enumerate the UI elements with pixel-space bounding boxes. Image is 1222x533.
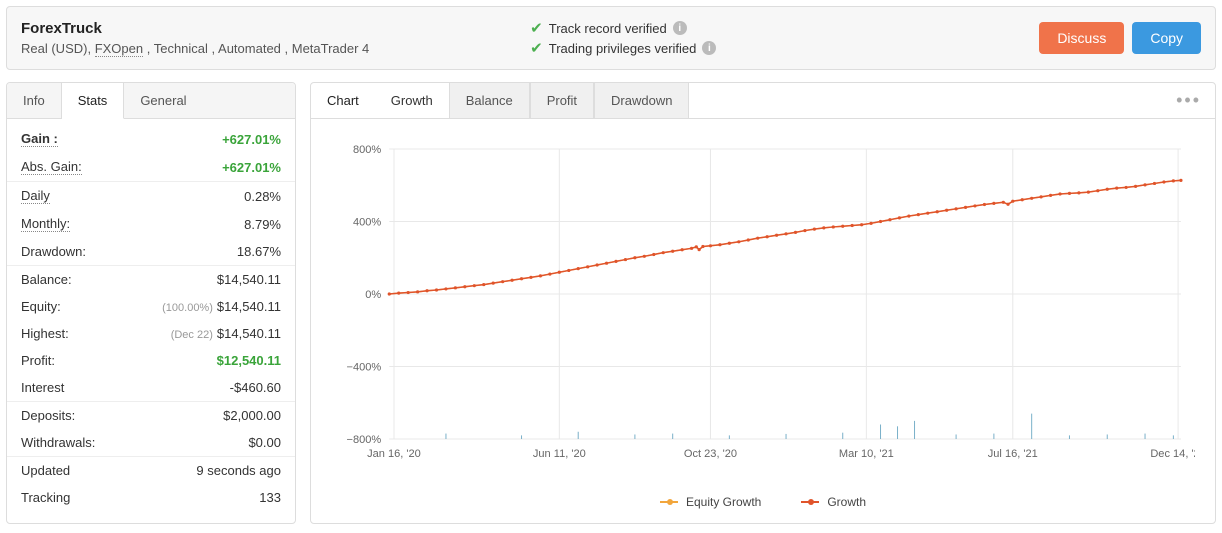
withdrawals-label: Withdrawals: xyxy=(21,435,95,450)
updated-label: Updated xyxy=(21,463,70,478)
legend-label: Growth xyxy=(827,495,866,509)
info-icon[interactable]: i xyxy=(702,41,716,55)
balance-value: $14,540.11 xyxy=(217,272,281,287)
withdrawals-value: $0.00 xyxy=(248,435,281,450)
chart-area: −800% −400% 0% 400% 800% Jan 16, '20 Jun 11, '… xyxy=(311,119,1215,489)
interest-value: -$460.60 xyxy=(230,380,281,395)
tab-general[interactable]: General xyxy=(124,83,202,118)
gain-label: Gain : xyxy=(21,131,58,147)
sub-suffix: , Technical , Automated , MetaTrader 4 xyxy=(143,41,369,56)
verify-text: Trading privileges verified xyxy=(549,41,697,56)
chart-more-icon[interactable]: ••• xyxy=(1162,90,1215,111)
chart-tab-profit[interactable]: Profit xyxy=(530,83,594,118)
highest-label: Highest: xyxy=(21,326,69,341)
stats-body: Gain : +627.01% Abs. Gain: +627.01% Dail… xyxy=(7,119,295,517)
broker-link[interactable]: FXOpen xyxy=(95,41,143,57)
monthly-value: 8.79% xyxy=(244,217,281,232)
svg-text:Jan 16, '20: Jan 16, '20 xyxy=(367,448,421,460)
daily-value: 0.28% xyxy=(244,189,281,204)
absgain-value: +627.01% xyxy=(222,160,281,175)
check-icon: ✔ xyxy=(530,19,543,37)
equity-pct: (100.00%) xyxy=(162,302,213,314)
verify-track-record: ✔ Track record verified i xyxy=(530,19,1039,37)
account-title: ForexTruck xyxy=(21,20,530,37)
svg-text:Dec 14, '21: Dec 14, '21 xyxy=(1150,448,1195,460)
chart-tabs-label: Chart xyxy=(311,83,375,118)
copy-button[interactable]: Copy xyxy=(1132,22,1201,54)
drawdown-value: 18.67% xyxy=(237,244,281,259)
monthly-label: Monthly: xyxy=(21,216,70,232)
updated-value: 9 seconds ago xyxy=(196,463,281,478)
legend-swatch-icon xyxy=(801,501,819,503)
deposits-label: Deposits: xyxy=(21,408,75,423)
svg-text:−400%: −400% xyxy=(347,362,382,374)
absgain-label: Abs. Gain: xyxy=(21,159,82,175)
check-icon: ✔ xyxy=(530,39,543,57)
tab-info[interactable]: Info xyxy=(7,83,62,118)
svg-text:400%: 400% xyxy=(353,217,381,229)
svg-text:0%: 0% xyxy=(365,289,381,301)
balance-label: Balance: xyxy=(21,272,72,287)
verify-text: Track record verified xyxy=(549,21,667,36)
chart-tab-balance[interactable]: Balance xyxy=(449,83,530,118)
svg-text:Mar 10, '21: Mar 10, '21 xyxy=(839,448,894,460)
highest-date: (Dec 22) xyxy=(171,329,213,341)
chart-panel: Chart Growth Balance Profit Drawdown •••… xyxy=(310,82,1216,524)
deposits-value: $2,000.00 xyxy=(223,408,281,423)
drawdown-label: Drawdown: xyxy=(21,244,86,259)
equity-value: (100.00%) $14,540.11 xyxy=(162,299,281,314)
chart-tabs: Chart Growth Balance Profit Drawdown ••• xyxy=(311,83,1215,119)
info-icon[interactable]: i xyxy=(673,21,687,35)
header-actions: Discuss Copy xyxy=(1039,22,1201,54)
highest-value: (Dec 22) $14,540.11 xyxy=(171,326,281,341)
growth-chart: −800% −400% 0% 400% 800% Jan 16, '20 Jun 11, '… xyxy=(331,139,1195,479)
tracking-label: Tracking xyxy=(21,490,70,505)
header-center: ✔ Track record verified i ✔ Trading priv… xyxy=(530,17,1039,59)
legend-growth: Growth xyxy=(801,495,866,509)
profit-label: Profit: xyxy=(21,353,55,368)
account-subtitle: Real (USD), FXOpen , Technical , Automat… xyxy=(21,41,530,56)
tracking-value: 133 xyxy=(259,490,281,505)
profit-value: $12,540.11 xyxy=(217,353,281,368)
stats-panel: Info Stats General Gain : +627.01% Abs. … xyxy=(6,82,296,524)
verify-trading-priv: ✔ Trading privileges verified i xyxy=(530,39,1039,57)
interest-label: Interest xyxy=(21,380,64,395)
svg-text:Oct 23, '20: Oct 23, '20 xyxy=(684,448,737,460)
stats-tabs: Info Stats General xyxy=(7,83,295,119)
chart-legend: Equity Growth Growth xyxy=(311,489,1215,523)
legend-label: Equity Growth xyxy=(686,495,761,509)
tab-stats[interactable]: Stats xyxy=(62,83,125,119)
equity-label: Equity: xyxy=(21,299,61,314)
discuss-button[interactable]: Discuss xyxy=(1039,22,1124,54)
page-header: ForexTruck Real (USD), FXOpen , Technica… xyxy=(6,6,1216,70)
chart-tab-growth[interactable]: Growth xyxy=(375,83,449,118)
svg-text:Jun 11, '20: Jun 11, '20 xyxy=(533,448,586,460)
gain-value: +627.01% xyxy=(222,132,281,147)
svg-text:−800%: −800% xyxy=(347,434,382,446)
main-layout: Info Stats General Gain : +627.01% Abs. … xyxy=(6,82,1216,524)
chart-tab-drawdown[interactable]: Drawdown xyxy=(594,83,689,118)
legend-swatch-icon xyxy=(660,501,678,503)
svg-text:800%: 800% xyxy=(353,144,381,156)
sub-prefix: Real (USD), xyxy=(21,41,95,56)
daily-label: Daily xyxy=(21,188,50,204)
legend-equity-growth: Equity Growth xyxy=(660,495,761,509)
highest-amt: $14,540.11 xyxy=(217,326,281,341)
svg-text:Jul 16, '21: Jul 16, '21 xyxy=(988,448,1038,460)
equity-amt: $14,540.11 xyxy=(217,299,281,314)
header-left: ForexTruck Real (USD), FXOpen , Technica… xyxy=(21,20,530,56)
